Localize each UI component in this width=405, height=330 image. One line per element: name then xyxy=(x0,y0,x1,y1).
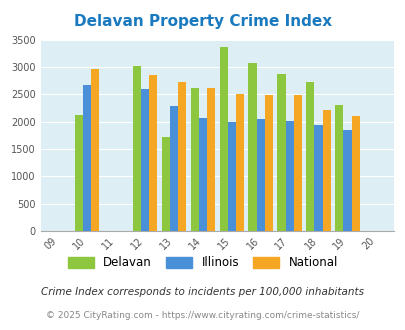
Bar xyxy=(75,115,83,231)
Bar xyxy=(83,85,91,231)
Bar xyxy=(177,82,185,231)
Bar xyxy=(206,88,214,231)
Bar xyxy=(198,118,206,231)
Bar xyxy=(335,105,343,231)
Bar xyxy=(91,69,99,231)
Bar xyxy=(351,115,359,231)
Bar xyxy=(322,110,330,231)
Bar xyxy=(190,88,198,231)
Bar xyxy=(264,95,272,231)
Bar xyxy=(285,121,293,231)
Bar xyxy=(149,75,157,231)
Bar xyxy=(306,82,314,231)
Bar xyxy=(256,119,264,231)
Bar xyxy=(132,66,141,231)
Text: Crime Index corresponds to incidents per 100,000 inhabitants: Crime Index corresponds to incidents per… xyxy=(41,287,364,297)
Text: Delavan Property Crime Index: Delavan Property Crime Index xyxy=(74,14,331,29)
Bar xyxy=(141,89,149,231)
Bar xyxy=(219,47,227,231)
Text: © 2025 CityRating.com - https://www.cityrating.com/crime-statistics/: © 2025 CityRating.com - https://www.city… xyxy=(46,311,359,320)
Legend: Delavan, Illinois, National: Delavan, Illinois, National xyxy=(63,252,342,274)
Bar xyxy=(314,125,322,231)
Bar xyxy=(169,106,177,231)
Bar xyxy=(248,63,256,231)
Bar xyxy=(343,130,351,231)
Bar xyxy=(277,74,285,231)
Bar xyxy=(161,137,169,231)
Bar xyxy=(227,122,235,231)
Bar xyxy=(235,94,243,231)
Bar xyxy=(293,95,301,231)
